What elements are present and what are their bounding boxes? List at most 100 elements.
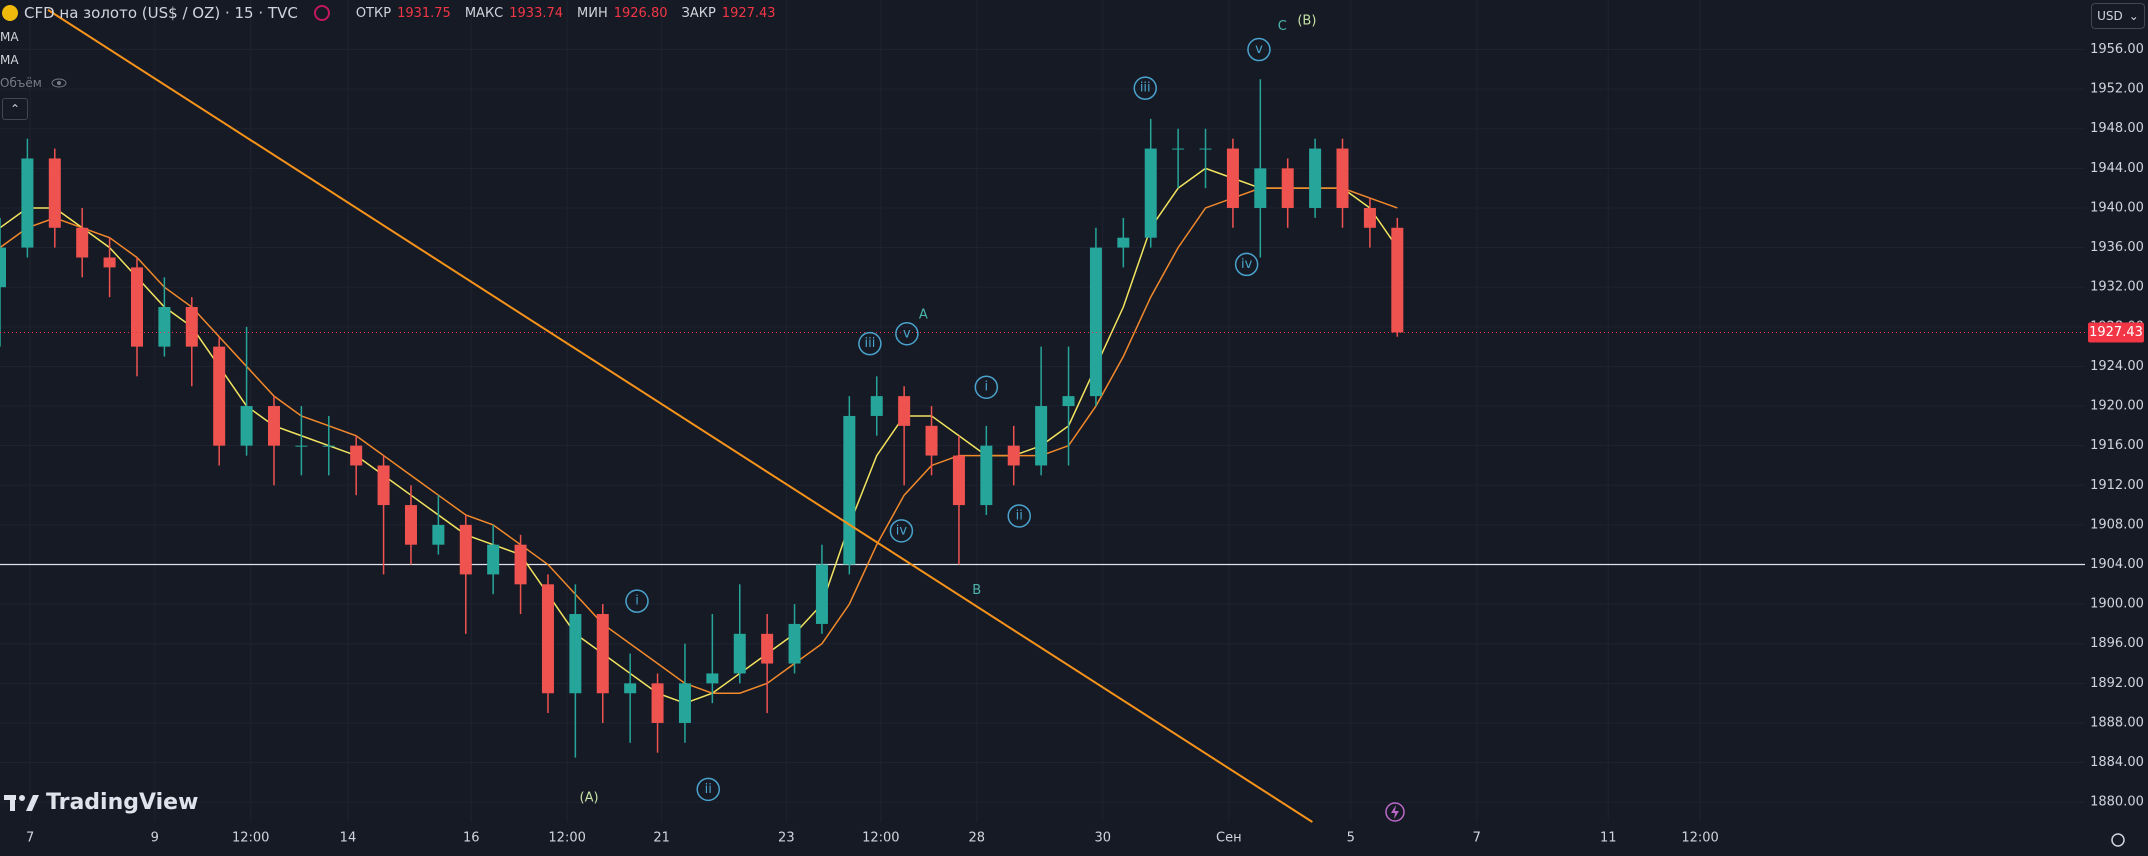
candle-body: [624, 683, 637, 694]
settings-icon[interactable]: [2111, 833, 2125, 847]
x-tick-label: Сен: [1216, 831, 1242, 846]
legend-item[interactable]: MA: [0, 30, 19, 44]
x-tick-label: 7: [1473, 831, 1481, 846]
x-tick-label: 23: [778, 831, 795, 846]
market-status[interactable]: [313, 5, 330, 21]
symbol-title[interactable]: CFD на золото (US$ / OZ) · 15 · TVC: [24, 4, 298, 22]
last-price-box: [2088, 322, 2144, 343]
wave-label: iv: [896, 523, 908, 538]
y-tick-label: 1880.00: [2090, 795, 2144, 810]
ohlc-label: МИН: [577, 5, 608, 21]
candle-body: [678, 683, 691, 723]
candle-body: [925, 425, 938, 456]
y-tick-label: 1920.00: [2090, 399, 2144, 414]
candle-body: [21, 158, 34, 248]
eye-icon[interactable]: [50, 77, 68, 89]
candle-body: [1117, 237, 1130, 248]
ohlc-value: 1927.43: [721, 5, 776, 21]
candle-body: [1309, 148, 1322, 208]
candle-body: [1007, 445, 1020, 466]
wave-label: B: [972, 583, 981, 598]
y-tick-label: 1912.00: [2090, 478, 2144, 493]
x-tick-label: 12:00: [232, 831, 269, 846]
candle-body: [404, 505, 417, 545]
candle-body: [158, 307, 171, 347]
watermark: TradingView: [4, 790, 198, 815]
candle-body: [1199, 148, 1212, 150]
ohlc-value: 1933.74: [509, 5, 564, 21]
y-tick-label: 1916.00: [2090, 438, 2144, 453]
wave-label: (B): [1297, 13, 1316, 28]
candle-body: [377, 465, 390, 506]
candle-body: [1172, 148, 1185, 150]
candle-body: [843, 415, 856, 565]
logo-icon: [4, 794, 39, 811]
x-tick-label: 21: [653, 831, 670, 846]
x-tick-label: 11: [1600, 831, 1617, 846]
legend-item[interactable]: Объём: [0, 76, 68, 90]
candle-body: [103, 257, 116, 268]
candle-body: [788, 623, 801, 664]
wave-label: i: [635, 594, 639, 609]
candle-body: [1035, 406, 1048, 466]
candle-body: [322, 445, 335, 447]
candle-body: [1062, 396, 1075, 407]
currency-label: USD: [2097, 9, 2123, 23]
trendline: [47, 9, 1313, 823]
ma-line: [0, 187, 1398, 695]
x-tick-label: 16: [463, 831, 480, 846]
candle-body: [870, 396, 883, 416]
wave-label: (A): [580, 791, 599, 806]
candle-body: [569, 614, 582, 694]
y-tick-label: 1948.00: [2090, 121, 2144, 136]
wave-circle: [1133, 76, 1157, 100]
wave-label: iv: [1241, 257, 1253, 272]
symbol-header: CFD на золото (US$ / OZ) · 15 · TVC ОТКР…: [2, 4, 784, 22]
wave-label: i: [985, 380, 989, 395]
candle-body: [514, 544, 527, 585]
x-tick-label: 7: [26, 831, 34, 846]
y-tick-label: 1888.00: [2090, 715, 2144, 730]
y-tick-label: 1884.00: [2090, 755, 2144, 770]
candle-body: [1281, 168, 1294, 208]
x-tick-label: 12:00: [548, 831, 585, 846]
candle-body: [815, 564, 828, 624]
wave-label: A: [919, 307, 928, 322]
alert-icon: [1391, 805, 1399, 819]
ohlc-value: 1926.80: [613, 5, 668, 21]
y-tick-label: 1936.00: [2090, 240, 2144, 255]
wave-label: C: [1278, 19, 1287, 34]
wave-label: v: [903, 326, 911, 341]
candle-body: [1254, 168, 1267, 208]
symbol-icon: [2, 5, 18, 21]
legend-label: MA: [0, 30, 19, 44]
collapse-button[interactable]: ⌃: [2, 98, 28, 120]
candle-body: [1391, 227, 1404, 333]
wave-circle: [625, 589, 649, 613]
wave-label: ii: [705, 782, 712, 797]
wave-circle: [895, 322, 919, 346]
candle-body: [213, 346, 226, 446]
x-tick-label: 28: [968, 831, 985, 846]
candle-body: [267, 406, 280, 446]
wave-circle: [889, 519, 914, 543]
candle-body: [980, 445, 993, 506]
ohlc-label: ОТКР: [355, 5, 392, 21]
x-tick-label: 12:00: [1681, 831, 1718, 846]
wave-circle: [1007, 504, 1031, 528]
wave-circle: [974, 375, 999, 399]
legend-item[interactable]: MA: [0, 53, 19, 67]
currency-select[interactable]: USD ⌄: [2091, 3, 2145, 29]
candle-body: [240, 406, 253, 446]
x-tick-label: 5: [1347, 831, 1355, 846]
y-tick-label: 1904.00: [2090, 557, 2144, 572]
candle-body: [350, 445, 363, 466]
y-tick-label: 1900.00: [2090, 597, 2144, 612]
ohlc-value: 1931.75: [397, 5, 451, 21]
candle-body: [1336, 148, 1349, 208]
candle-body: [952, 455, 965, 506]
candle-body: [733, 633, 746, 674]
candle-body: [1144, 148, 1157, 238]
ohlc-label: МАКС: [464, 5, 504, 21]
